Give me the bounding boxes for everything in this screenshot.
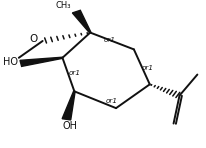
Polygon shape [62,91,75,120]
Text: O: O [29,34,38,44]
Text: OH: OH [63,121,78,131]
Text: HO: HO [3,57,18,67]
Text: or1: or1 [142,65,154,71]
Text: CH₃: CH₃ [56,1,71,10]
Text: or1: or1 [104,37,116,43]
Text: or1: or1 [106,98,118,104]
Polygon shape [72,10,91,33]
Polygon shape [20,57,63,66]
Text: or1: or1 [68,70,80,76]
